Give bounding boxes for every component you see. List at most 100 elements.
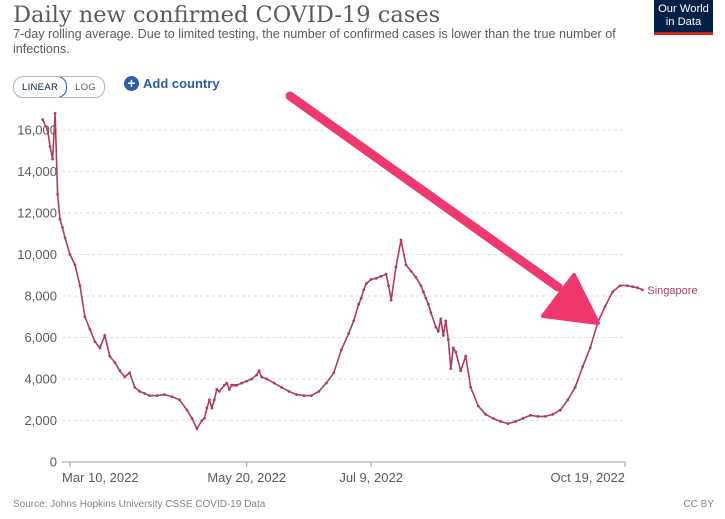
data-point — [521, 417, 525, 420]
add-country-label: Add country — [143, 76, 220, 91]
data-point — [200, 419, 204, 422]
data-point — [255, 373, 259, 377]
data-point — [250, 377, 254, 381]
y-tick-label: 16,000 — [17, 123, 57, 138]
y-tick-label: 2,000 — [24, 413, 57, 428]
data-point — [302, 394, 306, 397]
data-point — [419, 284, 423, 287]
data-point — [611, 290, 614, 294]
data-point — [61, 226, 64, 229]
data-point — [78, 284, 82, 287]
data-point — [257, 369, 261, 373]
series-label-singapore[interactable]: Singapore — [647, 285, 697, 297]
arrow-head — [541, 273, 600, 325]
data-point — [217, 390, 221, 393]
data-point — [374, 277, 378, 280]
chart-series: Singapore — [41, 112, 698, 431]
license-note[interactable]: CC BY — [683, 499, 714, 510]
x-axis: Mar 10, 2022 May 20, 2022 Jul 9, 2022 Oct 1… — [62, 462, 626, 485]
data-point — [369, 278, 373, 281]
data-point — [227, 388, 231, 391]
y-tick-label: 0 — [50, 455, 57, 470]
y-tick-label: 14,000 — [17, 164, 57, 179]
data-point — [414, 275, 418, 279]
data-point — [399, 238, 403, 242]
data-point — [280, 385, 283, 389]
data-point — [459, 369, 463, 373]
scale-log-button[interactable]: LOG — [75, 81, 97, 93]
data-point — [339, 348, 343, 352]
data-point — [222, 383, 226, 387]
y-tick-label: 4,000 — [24, 372, 57, 387]
data-point — [190, 417, 194, 420]
data-point — [491, 417, 495, 420]
data-point — [573, 385, 577, 389]
data-point — [449, 367, 453, 370]
data-point — [195, 427, 199, 431]
data-point — [454, 350, 458, 354]
data-point — [603, 305, 607, 308]
data-point — [265, 377, 268, 381]
data-point — [128, 371, 132, 375]
data-point — [148, 394, 152, 397]
data-point — [138, 390, 142, 393]
x-tick-label: Oct 19, 2022 — [551, 470, 625, 485]
data-point — [581, 365, 585, 368]
data-point — [434, 325, 438, 329]
data-point — [324, 381, 328, 385]
data-point — [93, 340, 97, 343]
data-point — [230, 383, 234, 387]
owid-logo[interactable]: Our World in Data — [654, 0, 713, 35]
data-point — [441, 334, 445, 337]
x-tick-label: Mar 10, 2022 — [62, 470, 139, 485]
scale-toggle: LINEAR LOG — [13, 76, 106, 98]
data-point — [51, 157, 54, 161]
data-point — [641, 288, 644, 292]
data-point — [451, 346, 455, 350]
data-point — [499, 420, 502, 423]
data-point — [48, 145, 52, 149]
data-point — [506, 422, 510, 425]
data-point — [143, 392, 147, 395]
data-point — [46, 128, 49, 132]
data-point — [558, 408, 562, 412]
data-point — [444, 319, 448, 323]
logo-line-2: in Data — [665, 15, 702, 28]
data-point — [359, 296, 363, 300]
scale-linear-button[interactable]: LINEAR — [14, 77, 68, 97]
data-point — [389, 298, 393, 302]
data-point — [83, 315, 87, 319]
data-point — [210, 406, 214, 410]
data-point — [439, 317, 443, 321]
data-point — [424, 296, 428, 300]
data-point — [347, 332, 351, 335]
series-line-singapore[interactable] — [41, 112, 643, 430]
data-point — [58, 217, 62, 221]
data-point — [484, 412, 487, 416]
data-point — [68, 253, 72, 256]
data-point — [272, 381, 276, 385]
data-point — [118, 369, 122, 373]
data-point — [357, 302, 361, 306]
data-point — [205, 406, 209, 410]
data-point — [245, 379, 249, 383]
data-point — [429, 311, 433, 314]
data-point — [88, 327, 92, 331]
data-point — [185, 408, 189, 412]
data-point — [208, 398, 211, 402]
data-point — [163, 393, 167, 396]
add-country-button[interactable]: + Add country — [124, 76, 220, 91]
data-point — [514, 420, 517, 423]
data-point — [469, 385, 473, 389]
data-point — [98, 346, 102, 350]
data-point — [626, 284, 629, 287]
x-tick-label: Jul 9, 2022 — [339, 470, 403, 485]
logo-line-1: Our World — [658, 3, 709, 15]
data-point — [446, 338, 450, 341]
data-point — [379, 274, 383, 278]
data-point — [203, 417, 206, 420]
data-point — [108, 354, 112, 358]
source-note[interactable]: Source: Johns Hopkins University CSSE CO… — [13, 499, 266, 510]
data-point — [317, 390, 321, 393]
